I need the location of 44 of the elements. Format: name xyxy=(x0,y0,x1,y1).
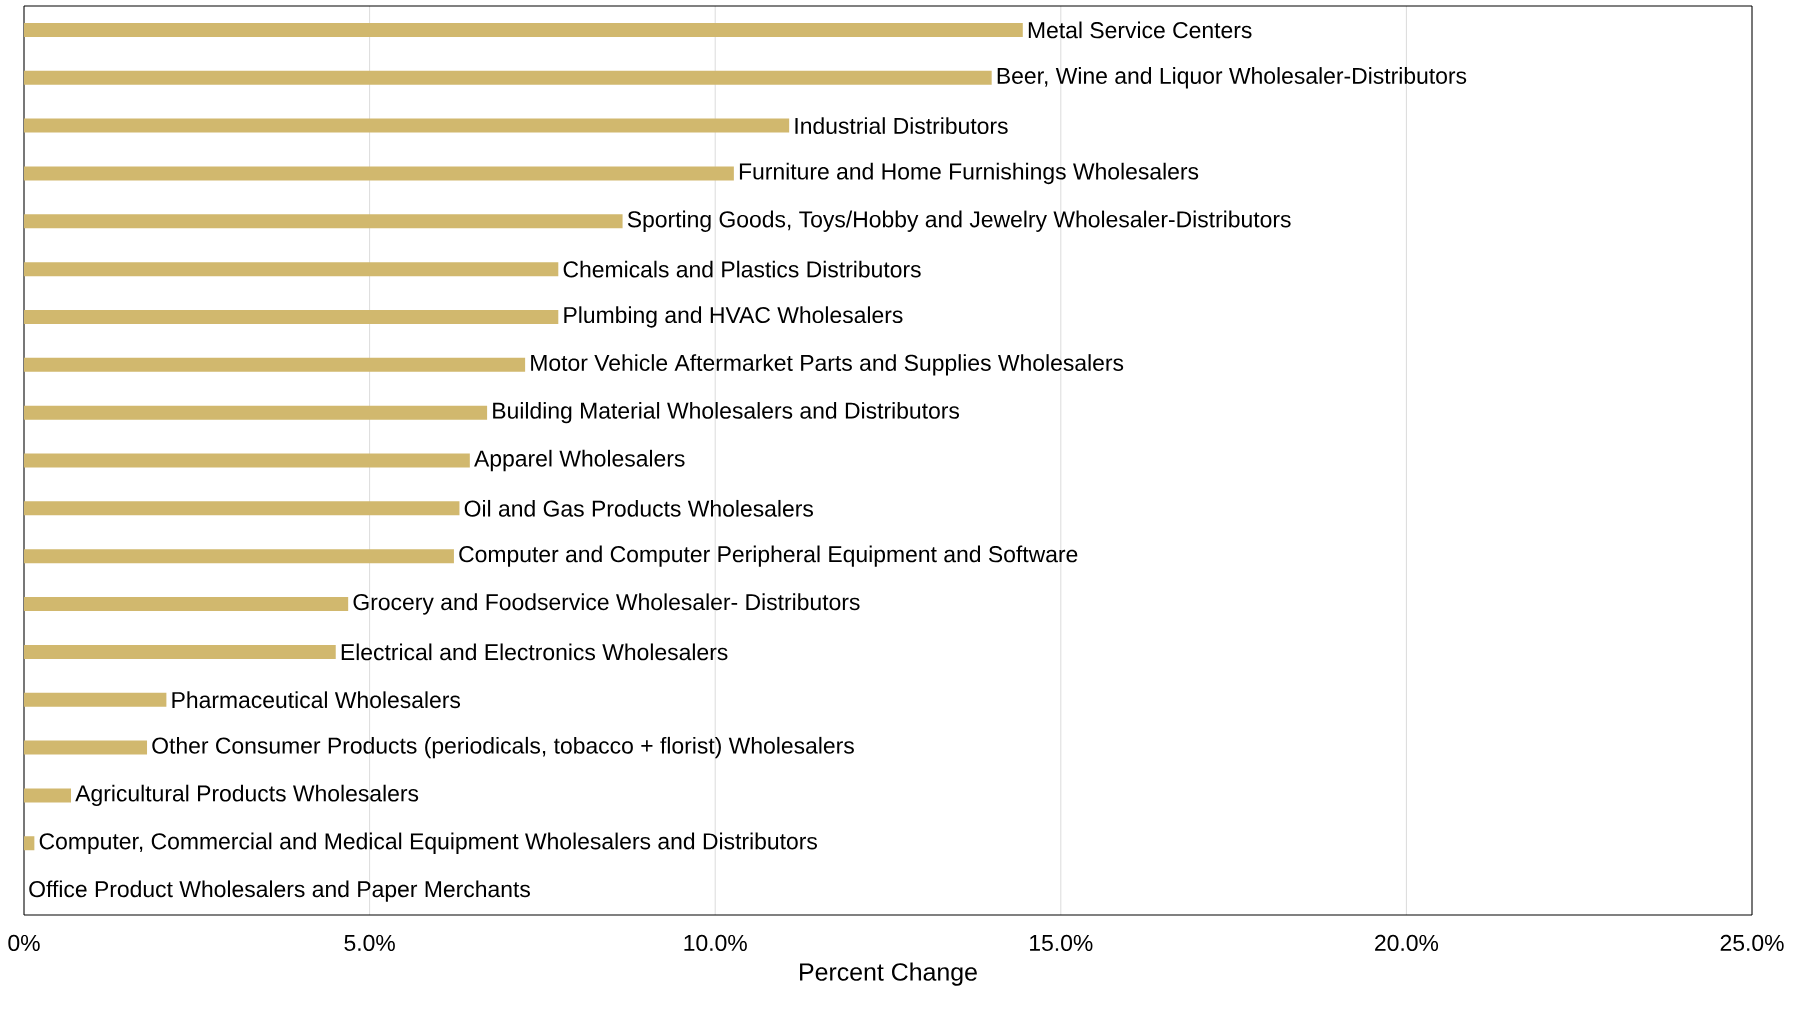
bar xyxy=(24,836,35,851)
bar xyxy=(24,453,470,468)
x-tick-label: 25.0% xyxy=(1720,934,1784,952)
bar xyxy=(24,788,71,803)
x-tick-label: 0% xyxy=(8,934,40,952)
bar xyxy=(24,357,526,372)
y-tick-label: Motor Vehicle Aftermarket Parts and Supplies Wholesalers xyxy=(531,354,1124,376)
bar xyxy=(24,309,559,324)
bar xyxy=(24,118,790,133)
y-tick-label: Oil and Gas Products Wholesalers xyxy=(464,499,813,517)
bar xyxy=(24,597,349,612)
bar xyxy=(24,692,167,707)
y-tick-label: Sporting Goods, Toys/Hobby and Jewelry Wholesaler-Distributors xyxy=(627,210,1291,232)
bar xyxy=(24,740,148,755)
y-tick-label: Other Consumer Products (periodicals, tobacco + florist) Wholesalers xyxy=(152,736,854,759)
y-tick-label: Electrical and Electronics Wholesalers xyxy=(341,643,728,661)
x-axis-title: Percent Change xyxy=(800,962,977,986)
y-tick-label: Computer and Computer Peripheral Equipment and Software xyxy=(459,545,1078,567)
bar xyxy=(24,166,734,181)
x-tick-label: 20.0% xyxy=(1375,934,1439,952)
bar xyxy=(24,644,336,659)
y-tick-label: Industrial Distributors xyxy=(795,117,1008,135)
y-tick-label: Agricultural Products Wholesalers xyxy=(75,784,419,807)
y-tick-label: Plumbing and HVAC Wholesalers xyxy=(564,306,903,328)
y-tick-label: Building Material Wholesalers and Distributors xyxy=(493,401,960,424)
bar xyxy=(24,70,992,85)
y-tick-label: Chemicals and Plastics Distributors xyxy=(563,260,921,278)
y-tick-label: Metal Service Centers xyxy=(1028,21,1252,39)
y-tick-label: Office Product Wholesalers and Paper Merchants xyxy=(29,880,530,902)
bar xyxy=(24,262,559,277)
x-tick-label: 10.0% xyxy=(684,934,747,952)
bar xyxy=(24,405,488,420)
bar xyxy=(24,214,623,229)
bar xyxy=(24,501,460,516)
y-tick-label: Pharmaceutical Wholesalers xyxy=(172,691,461,709)
y-tick-label: Grocery and Foodservice Wholesaler- Distributors xyxy=(353,593,860,615)
x-tick-label: 15.0% xyxy=(1030,934,1093,952)
y-tick-label: Computer, Commercial and Medical Equipment Wholesalers and Distributors xyxy=(39,832,817,854)
y-tick-label: Beer, Wine and Liquor Wholesaler-Distributors xyxy=(997,67,1467,89)
y-tick-label: Apparel Wholesalers xyxy=(474,449,685,472)
y-tick-label: Furniture and Home Furnishings Wholesalers xyxy=(739,162,1199,185)
bar xyxy=(24,549,454,564)
bar xyxy=(24,22,1023,37)
x-tick-label: 5.0% xyxy=(344,934,395,952)
